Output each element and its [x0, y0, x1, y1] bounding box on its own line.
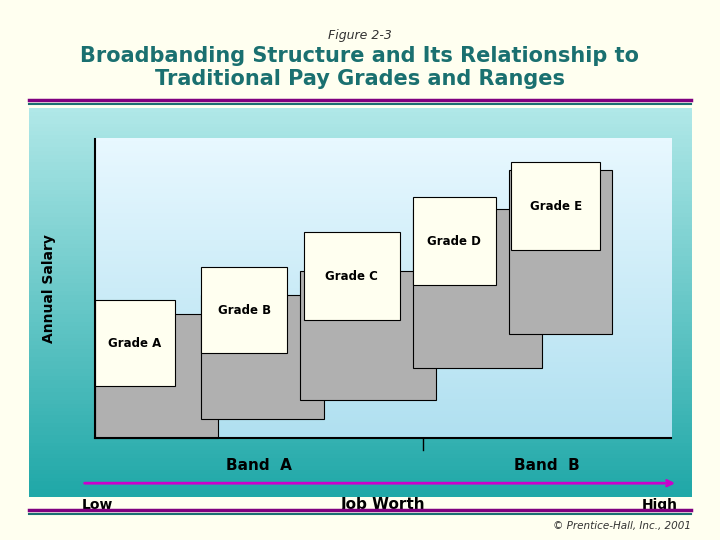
Bar: [201, 267, 287, 353]
Bar: [511, 163, 600, 250]
Bar: [413, 209, 542, 368]
Bar: [413, 198, 496, 285]
Text: High: High: [642, 497, 678, 511]
Text: © Prentice-Hall, Inc., 2001: © Prentice-Hall, Inc., 2001: [553, 522, 691, 531]
Text: Broadbanding Structure and Its Relationship to
Traditional Pay Grades and Ranges: Broadbanding Structure and Its Relations…: [81, 46, 639, 89]
Text: Annual Salary: Annual Salary: [42, 234, 55, 343]
Bar: [509, 170, 612, 334]
Text: Band  B: Band B: [514, 458, 580, 473]
Text: Grade B: Grade B: [217, 303, 271, 316]
Text: Grade D: Grade D: [428, 235, 482, 248]
Text: Job Worth: Job Worth: [341, 497, 426, 512]
Bar: [95, 300, 174, 386]
Bar: [300, 271, 436, 400]
Bar: [304, 232, 400, 320]
Text: Grade A: Grade A: [108, 337, 161, 350]
Text: Grade C: Grade C: [325, 269, 378, 282]
Text: Figure 2-3: Figure 2-3: [328, 29, 392, 42]
Text: Grade E: Grade E: [530, 200, 582, 213]
Bar: [95, 314, 217, 438]
Bar: [201, 295, 323, 419]
Text: Band  A: Band A: [226, 458, 292, 473]
Text: Low: Low: [82, 497, 113, 511]
